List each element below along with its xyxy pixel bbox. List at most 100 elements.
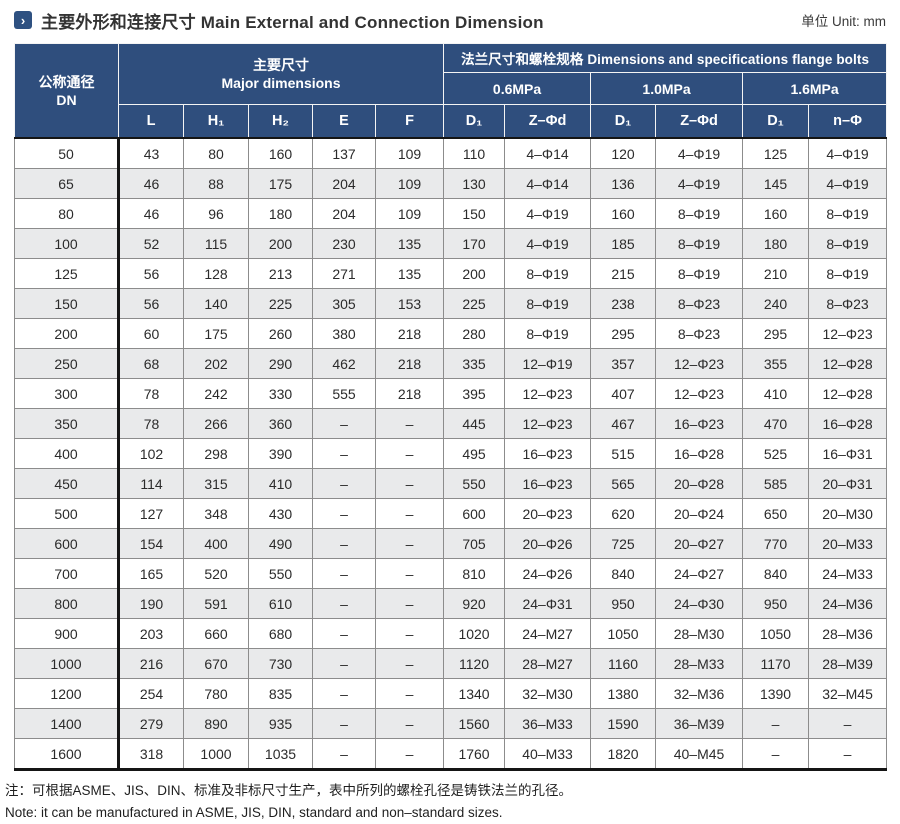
- cell-dn: 50: [14, 137, 120, 169]
- cell: 210: [742, 258, 810, 289]
- cell: 24–Φ26: [504, 558, 592, 589]
- cell: 1760: [443, 738, 506, 770]
- cell: 600: [443, 498, 506, 529]
- cell: 1560: [443, 708, 506, 739]
- note-zh: 注：可根据ASME、JIS、DIN、标准及非标尺寸生产，表中所列的螺栓孔径是铸铁…: [5, 783, 573, 798]
- table-row: 150 56 140 225 305 153 225 8–Φ19 238 8–Φ23 240 8–Φ2…: [14, 288, 888, 319]
- table-row: 300 78 242 330 555 218 395 12–Φ23 407 12–Φ23 410 12…: [14, 378, 888, 409]
- cell: 160: [590, 198, 657, 229]
- table-row: 1200 254 780 835– –1340 32–M30 1380 32–M36 1390 3…: [14, 678, 888, 709]
- cell: 495: [443, 438, 506, 469]
- table-row: 800 190 591 610– –920 24–Φ31 950 24–Φ30 950 24–M3…: [14, 588, 888, 619]
- table-row: 1400 279 890 935– –1560 36–M33 1590 36–M39– –: [14, 708, 888, 739]
- col-header-h2: H₂: [248, 104, 313, 139]
- cell: 24–M36: [808, 588, 888, 619]
- cell: 8–Φ19: [655, 198, 744, 229]
- table-row: 900 203 660 680– –1020 24–M27 1050 28–M30 1050 28…: [14, 618, 888, 649]
- cell: 620: [590, 498, 657, 529]
- col-header-flange-bolts: 法兰尺寸和螺栓规格 Dimensions and specifications …: [443, 43, 888, 73]
- cell: 555: [312, 378, 376, 409]
- cell: 835: [248, 678, 313, 709]
- dimension-table: 公称通径 DN 主要尺寸 Major dimensions 法兰尺寸和螺栓规格 …: [14, 43, 888, 771]
- cell: 43: [118, 137, 184, 169]
- cell: 4–Φ19: [655, 168, 744, 199]
- cell: 680: [248, 618, 313, 649]
- cell: 28–M33: [655, 648, 744, 679]
- col-header-pressure-0-6mpa: 0.6MPa: [443, 72, 592, 105]
- cell: 1340: [443, 678, 506, 709]
- cell: 1170: [742, 648, 810, 679]
- cell: 238: [590, 288, 657, 319]
- cell: 24–M27: [504, 618, 592, 649]
- cell: 109: [374, 168, 445, 199]
- cell: 730: [248, 648, 313, 679]
- cell: 190: [118, 588, 184, 619]
- cell-dn: 125: [14, 258, 120, 289]
- cell: 165: [118, 558, 184, 589]
- cell: 8–Φ23: [655, 318, 744, 349]
- cell: 56: [118, 258, 184, 289]
- cell: 20–Φ28: [655, 468, 744, 499]
- cell-dn: 300: [14, 378, 120, 409]
- cell: –: [312, 678, 376, 709]
- cell: 8–Φ19: [808, 228, 888, 259]
- cell: 12–Φ23: [655, 378, 744, 409]
- cell: 315: [183, 468, 249, 499]
- cell: 360: [248, 408, 313, 439]
- cell: 36–M39: [655, 708, 744, 739]
- cell: 40–M33: [504, 738, 592, 770]
- cell: 46: [118, 168, 184, 199]
- cell: 1380: [590, 678, 657, 709]
- cell-dn: 450: [14, 468, 120, 499]
- cell: 52: [118, 228, 184, 259]
- cell: 60: [118, 318, 184, 349]
- cell: 705: [443, 528, 506, 559]
- cell: 780: [183, 678, 249, 709]
- cell: –: [312, 708, 376, 739]
- footnotes: 注：可根据ASME、JIS、DIN、标准及非标尺寸生产，表中所列的螺栓孔径是铸铁…: [5, 780, 900, 824]
- cell: 1035: [248, 738, 313, 770]
- cell: 153: [374, 288, 445, 319]
- cell: –: [312, 738, 376, 770]
- cell: 400: [183, 528, 249, 559]
- page-title-zh: 主要外形和连接尺寸: [41, 12, 196, 32]
- cell: 24–Φ30: [655, 588, 744, 619]
- cell: 1820: [590, 738, 657, 770]
- cell: 130: [443, 168, 506, 199]
- cell: 175: [248, 168, 313, 199]
- cell: 445: [443, 408, 506, 439]
- cell: 200: [248, 228, 313, 259]
- cell: 56: [118, 288, 184, 319]
- cell: 185: [590, 228, 657, 259]
- cell: 8–Φ19: [655, 258, 744, 289]
- cell: 462: [312, 348, 376, 379]
- cell: 8–Φ19: [808, 258, 888, 289]
- cell: 16–Φ31: [808, 438, 888, 469]
- cell-dn: 1600: [14, 738, 120, 770]
- cell: 1000: [183, 738, 249, 770]
- cell: 490: [248, 528, 313, 559]
- cell: 109: [374, 198, 445, 229]
- cell: –: [374, 498, 445, 529]
- table-row: 125 56 128 213 271 135 200 8–Φ19 215 8–Φ19 210 8–Φ1…: [14, 258, 888, 289]
- cell: 950: [590, 588, 657, 619]
- cell: 20–Φ27: [655, 528, 744, 559]
- title-bar: › 主要外形和连接尺寸 Main External and Connection…: [0, 0, 900, 32]
- cell: 305: [312, 288, 376, 319]
- table-row: 700 165 520 550– –810 24–Φ26 840 24–Φ27 840 24–M3…: [14, 558, 888, 589]
- cell: 395: [443, 378, 506, 409]
- cell: 298: [183, 438, 249, 469]
- cell: 935: [248, 708, 313, 739]
- cell: 4–Φ19: [808, 137, 888, 169]
- cell: 610: [248, 588, 313, 619]
- cell: 127: [118, 498, 184, 529]
- cell: 24–Φ27: [655, 558, 744, 589]
- cell: 4–Φ14: [504, 137, 592, 169]
- cell: 1020: [443, 618, 506, 649]
- cell: 407: [590, 378, 657, 409]
- cell-dn: 150: [14, 288, 120, 319]
- table-row: 600 154 400 490– –705 20–Φ26 725 20–Φ27 770 20–M3…: [14, 528, 888, 559]
- cell: 32–M36: [655, 678, 744, 709]
- cell: 125: [742, 137, 810, 169]
- table-row: 500 127 348 430– –600 20–Φ23 620 20–Φ24 650 20–M3…: [14, 498, 888, 529]
